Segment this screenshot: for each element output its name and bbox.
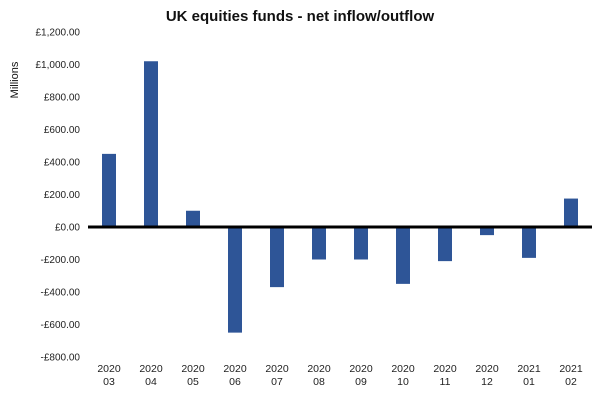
x-tick-label: 07 [271, 376, 283, 388]
x-tick-label: 2020 [181, 363, 205, 375]
x-tick-label: 08 [313, 376, 325, 388]
x-tick-label: 12 [481, 376, 493, 388]
y-tick-label: £200.00 [44, 190, 81, 201]
bar [522, 227, 536, 258]
x-tick-label: 2021 [559, 363, 583, 375]
chart-title: UK equities funds - net inflow/outflow [165, 8, 435, 25]
bar [396, 227, 410, 284]
x-tick-label: 2020 [97, 363, 121, 375]
x-tick-label: 10 [397, 376, 409, 388]
y-axis-ticks: £1,200.00 £1,000.00 £800.00 £600.00 £400.00 £… [36, 28, 81, 364]
bar [228, 227, 242, 333]
y-tick-label: -£200.00 [41, 255, 81, 266]
bar [144, 61, 158, 227]
y-tick-label: £400.00 [44, 158, 81, 169]
bar [312, 227, 326, 260]
x-tick-label: 09 [355, 376, 367, 388]
x-tick-label: 2020 [433, 363, 457, 375]
bar [186, 210, 200, 227]
x-tick-label: 2020 [307, 363, 331, 375]
x-tick-label: 2020 [265, 363, 289, 375]
bar [564, 198, 578, 227]
x-tick-label: 2020 [475, 363, 499, 375]
x-tick-label: 2020 [391, 363, 415, 375]
bar [270, 227, 284, 288]
y-tick-label: -£600.00 [41, 320, 81, 331]
y-tick-label: £0.00 [55, 223, 80, 234]
y-axis-label: Millions [9, 61, 21, 98]
x-tick-label: 2021 [517, 363, 541, 375]
x-tick-label: 01 [523, 376, 535, 388]
x-tick-label: 06 [229, 376, 241, 388]
y-axis-label-group: Millions [9, 61, 21, 98]
x-tick-label: 2020 [139, 363, 163, 375]
y-tick-label: £1,000.00 [36, 60, 81, 71]
bar [354, 227, 368, 260]
y-tick-label: -£400.00 [41, 288, 81, 299]
y-tick-label: £600.00 [44, 125, 81, 136]
bar [438, 227, 452, 262]
x-axis-labels: 2020032020042020052020062020072020082020… [97, 363, 583, 388]
x-tick-label: 02 [565, 376, 577, 388]
bar [480, 227, 494, 236]
x-tick-label: 03 [103, 376, 115, 388]
x-tick-label: 2020 [223, 363, 247, 375]
bar [102, 153, 116, 227]
x-tick-label: 04 [145, 376, 157, 388]
y-tick-label: £800.00 [44, 93, 81, 104]
y-tick-label: £1,200.00 [36, 28, 81, 39]
x-tick-label: 2020 [349, 363, 373, 375]
x-tick-label: 05 [187, 376, 199, 388]
y-tick-label: -£800.00 [41, 353, 81, 364]
x-tick-label: 11 [440, 376, 451, 388]
bars [102, 61, 578, 333]
